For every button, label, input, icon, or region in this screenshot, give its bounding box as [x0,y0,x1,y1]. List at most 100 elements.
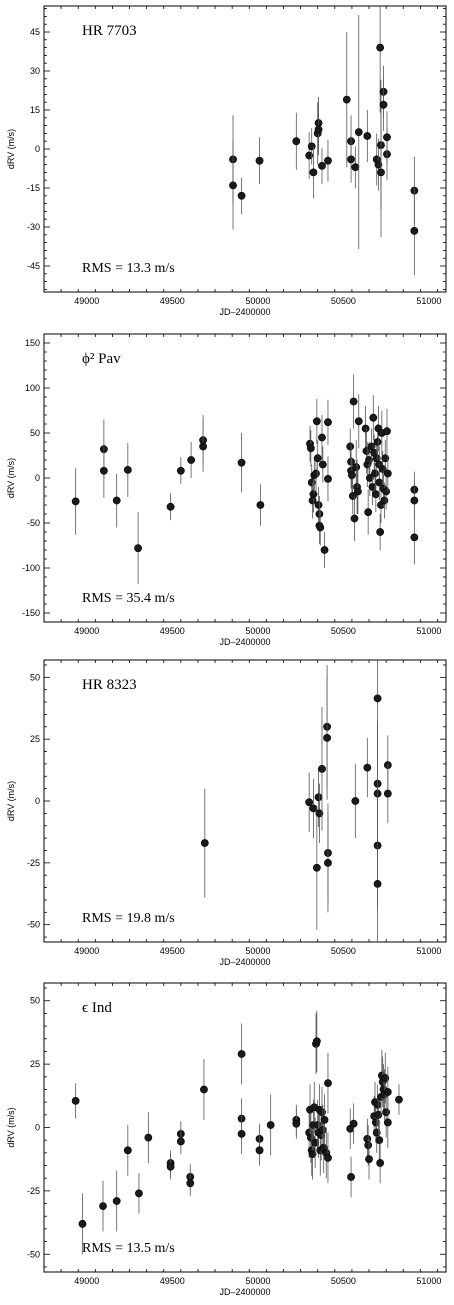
y-tick-label: 0 [35,1123,40,1133]
y-axis-label: dRV (m/s) [6,458,16,498]
data-point [346,442,355,451]
data-point [324,418,332,427]
data-point [363,763,372,772]
data-point [237,191,246,200]
data-point [309,804,318,813]
y-tick-label: -30 [27,222,40,232]
y-tick-label: -100 [22,563,40,573]
data-point [383,469,392,478]
data-point [314,793,323,802]
y-tick-label: 15 [30,105,40,115]
x-tick-label: 49500 [160,1276,185,1286]
plot-frame [43,982,447,1273]
data-point [410,533,419,542]
data-point [383,789,392,798]
data-point [320,546,329,554]
data-point [383,133,391,142]
data-point [349,1119,358,1128]
chart-panel: 49000 49500 50000 50500 51000 -45 -30 -15 0 15 30 4… [6,5,447,317]
data-point [166,1162,175,1171]
data-point [348,471,356,480]
data-point [309,168,318,177]
star-name-label: HR 8323 [82,677,137,693]
data-point [71,497,80,506]
y-tick-label: 45 [30,27,40,37]
y-tick-label: 50 [30,428,40,438]
data-point [362,447,371,455]
rms-annotation: RMS = 35.4 m/s [82,591,175,606]
data-point [347,1173,355,1181]
x-tick-label: 49000 [74,946,99,956]
y-tick-label: -50 [27,518,40,528]
x-tick-label: 50000 [245,296,270,306]
x-tick-label: 50000 [245,946,270,956]
data-point [324,1154,332,1162]
x-tick-label: 49000 [74,296,99,306]
data-point [186,1179,195,1188]
data-point [318,1126,327,1134]
data-point [347,155,355,164]
data-point [176,1137,185,1146]
data-point [318,1108,326,1117]
data-point [354,417,363,426]
x-tick-label: 51000 [416,296,441,306]
data-point [99,1202,107,1210]
data-point [135,1189,143,1198]
data-point [381,1074,390,1082]
data-point [229,181,237,190]
data-point [382,1108,391,1117]
data-point [314,501,323,509]
x-tick-label: 50500 [331,296,356,306]
y-tick-label: 100 [25,383,40,393]
data-point [99,466,108,475]
y-tick-label: 150 [25,338,40,348]
x-tick-label: 50500 [331,1276,356,1286]
data-point [255,156,264,165]
data-point [349,397,358,406]
data-point [352,463,361,472]
x-axis-label: JD–2400000 [219,307,270,317]
x-tick-label: 49500 [160,296,185,306]
data-point [374,1110,383,1119]
data-point [350,514,359,523]
data-point [312,417,321,426]
data-point [324,1079,332,1088]
data-point [363,132,372,140]
data-point [382,487,391,496]
rms-annotation: RMS = 19.8 m/s [82,911,175,926]
data-point [354,487,362,496]
data-point [292,137,301,146]
data-point [373,1100,382,1109]
x-tick-label: 49500 [160,626,185,636]
x-tick-label: 50500 [331,626,356,636]
data-point [324,474,332,483]
data-point [316,523,325,532]
data-point [314,125,323,134]
data-point [320,1115,329,1124]
y-tick-label: 50 [30,996,40,1006]
y-tick-label: 25 [30,1059,40,1069]
data-point [78,1219,87,1228]
y-tick-label: -50 [27,1249,40,1259]
data-point [199,442,207,451]
x-tick-label: 49000 [74,626,99,636]
data-point [306,444,315,453]
data-point [112,496,121,505]
data-point [323,734,332,742]
data-point [187,456,196,464]
y-tick-label: -25 [27,858,40,868]
x-axis-label: JD–2400000 [219,1287,270,1297]
data-point [381,454,390,463]
data-point [373,438,382,446]
data-point [309,490,318,499]
y-tick-label: 25 [30,734,40,744]
data-point [313,454,322,463]
x-axis-label: JD–2400000 [219,637,270,647]
data-point [318,161,326,170]
data-point [237,1050,246,1058]
rms-annotation: RMS = 13.5 m/s [82,1241,175,1256]
data-point [376,1159,385,1167]
data-point [305,798,314,807]
data-point [305,151,314,160]
